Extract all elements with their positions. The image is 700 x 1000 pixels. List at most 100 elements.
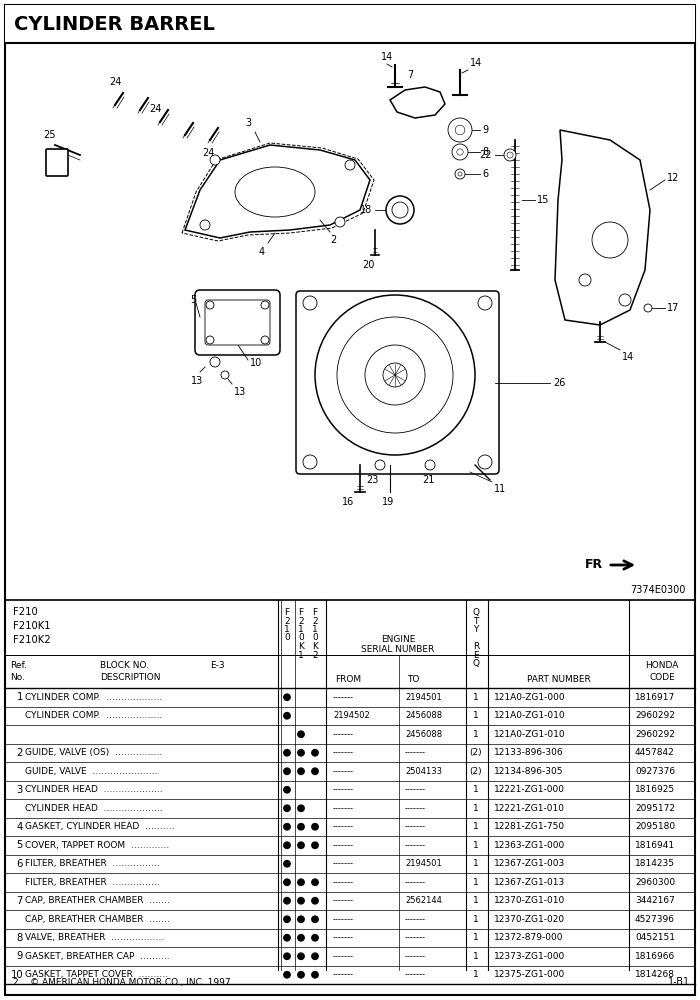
Text: -------: ------- bbox=[333, 970, 354, 979]
Text: 4: 4 bbox=[259, 247, 265, 257]
Circle shape bbox=[425, 460, 435, 470]
FancyBboxPatch shape bbox=[46, 149, 68, 176]
Circle shape bbox=[452, 144, 468, 160]
Text: CYLINDER COMP.  ……………….: CYLINDER COMP. ………………. bbox=[25, 711, 162, 720]
Text: 8: 8 bbox=[482, 147, 488, 157]
Circle shape bbox=[312, 750, 318, 756]
Circle shape bbox=[312, 879, 318, 885]
Text: 10: 10 bbox=[250, 358, 262, 368]
Text: 4457842: 4457842 bbox=[635, 748, 675, 757]
Text: 2095180: 2095180 bbox=[635, 822, 675, 831]
Text: 3: 3 bbox=[245, 118, 251, 128]
Text: 2095172: 2095172 bbox=[635, 804, 675, 813]
Text: 2194501: 2194501 bbox=[405, 859, 442, 868]
Text: 2562144: 2562144 bbox=[405, 896, 442, 905]
Polygon shape bbox=[555, 130, 650, 325]
Text: 12367-ZG1-013: 12367-ZG1-013 bbox=[494, 878, 566, 887]
Text: FILTER, BREATHER  …………….: FILTER, BREATHER ……………. bbox=[25, 859, 160, 868]
Text: -------: ------- bbox=[405, 970, 426, 979]
Text: 12370-ZG1-010: 12370-ZG1-010 bbox=[494, 896, 566, 905]
Text: F210: F210 bbox=[13, 607, 38, 617]
Text: 2: 2 bbox=[330, 235, 336, 245]
Circle shape bbox=[448, 118, 472, 142]
Circle shape bbox=[284, 879, 290, 885]
Circle shape bbox=[298, 842, 304, 848]
Circle shape bbox=[298, 750, 304, 756]
Circle shape bbox=[383, 363, 407, 387]
Circle shape bbox=[365, 345, 425, 405]
Circle shape bbox=[312, 935, 318, 941]
Text: 1: 1 bbox=[284, 625, 290, 634]
Circle shape bbox=[298, 916, 304, 922]
Circle shape bbox=[644, 304, 652, 312]
Circle shape bbox=[284, 916, 290, 922]
Circle shape bbox=[592, 222, 628, 258]
Circle shape bbox=[312, 824, 318, 830]
Text: 1816917: 1816917 bbox=[635, 693, 675, 702]
Bar bbox=[5, 5, 695, 43]
Text: 10: 10 bbox=[10, 970, 23, 980]
Text: 16: 16 bbox=[342, 497, 354, 507]
Text: GASKET, CYLINDER HEAD  ……….: GASKET, CYLINDER HEAD ………. bbox=[25, 822, 174, 831]
Text: SERIAL NUMBER: SERIAL NUMBER bbox=[361, 646, 435, 654]
Text: PART NUMBER: PART NUMBER bbox=[526, 674, 590, 684]
Circle shape bbox=[455, 125, 465, 135]
Text: 1: 1 bbox=[473, 878, 479, 887]
Circle shape bbox=[284, 713, 290, 719]
Text: 12134-896-305: 12134-896-305 bbox=[494, 767, 564, 776]
Text: 2960292: 2960292 bbox=[635, 711, 675, 720]
Circle shape bbox=[284, 805, 290, 811]
Text: 12221-ZG1-000: 12221-ZG1-000 bbox=[494, 785, 565, 794]
Text: Ref.: Ref. bbox=[10, 660, 27, 670]
Polygon shape bbox=[390, 87, 445, 118]
Text: 0: 0 bbox=[312, 634, 318, 643]
Circle shape bbox=[312, 916, 318, 922]
Text: -------: ------- bbox=[333, 804, 354, 813]
Text: GUIDE, VALVE  ………………….: GUIDE, VALVE …………………. bbox=[25, 767, 158, 776]
Text: FROM: FROM bbox=[335, 674, 361, 684]
Text: -------: ------- bbox=[333, 822, 354, 831]
Text: 4: 4 bbox=[17, 822, 23, 832]
Circle shape bbox=[392, 202, 408, 218]
Text: -------: ------- bbox=[405, 915, 426, 924]
Text: 1: 1 bbox=[298, 650, 304, 660]
Text: -------: ------- bbox=[333, 767, 354, 776]
Circle shape bbox=[312, 768, 318, 774]
Text: CYLINDER COMP.  ……………….: CYLINDER COMP. ………………. bbox=[25, 693, 162, 702]
FancyBboxPatch shape bbox=[296, 291, 499, 474]
Text: -------: ------- bbox=[333, 878, 354, 887]
Text: E-3: E-3 bbox=[210, 660, 225, 670]
Text: Q: Q bbox=[473, 659, 480, 668]
Text: -------: ------- bbox=[333, 841, 354, 850]
Text: -------: ------- bbox=[333, 952, 354, 961]
Polygon shape bbox=[185, 145, 370, 238]
Text: 1: 1 bbox=[473, 896, 479, 905]
Circle shape bbox=[386, 196, 414, 224]
Text: 12133-896-306: 12133-896-306 bbox=[494, 748, 564, 757]
Text: -------: ------- bbox=[405, 822, 426, 831]
Text: -------: ------- bbox=[405, 748, 426, 757]
Circle shape bbox=[312, 972, 318, 978]
Text: Y: Y bbox=[473, 625, 479, 634]
Text: 17: 17 bbox=[667, 303, 680, 313]
Text: 121A0-ZG1-010: 121A0-ZG1-010 bbox=[494, 711, 566, 720]
Text: R: R bbox=[473, 642, 479, 651]
Circle shape bbox=[619, 294, 631, 306]
Text: 2    © AMERICAN HONDA MOTOR CO., INC. 1997: 2 © AMERICAN HONDA MOTOR CO., INC. 1997 bbox=[13, 978, 230, 986]
Text: 26: 26 bbox=[553, 377, 566, 387]
Text: 2194502: 2194502 bbox=[333, 711, 370, 720]
Circle shape bbox=[375, 460, 385, 470]
Text: 12372-879-000: 12372-879-000 bbox=[494, 933, 564, 942]
Text: -------: ------- bbox=[333, 915, 354, 924]
Text: CAP, BREATHER CHAMBER  …….: CAP, BREATHER CHAMBER ……. bbox=[25, 915, 170, 924]
Text: -------: ------- bbox=[333, 785, 354, 794]
Text: COVER, TAPPET ROOM  ………….: COVER, TAPPET ROOM …………. bbox=[25, 841, 169, 850]
Text: FR: FR bbox=[585, 558, 603, 572]
Text: 0: 0 bbox=[284, 634, 290, 643]
Circle shape bbox=[284, 787, 290, 793]
Text: 18: 18 bbox=[360, 205, 372, 215]
Text: 14: 14 bbox=[622, 352, 634, 362]
Text: 4527396: 4527396 bbox=[635, 915, 675, 924]
Circle shape bbox=[206, 301, 214, 309]
Text: 12221-ZG1-010: 12221-ZG1-010 bbox=[494, 804, 565, 813]
